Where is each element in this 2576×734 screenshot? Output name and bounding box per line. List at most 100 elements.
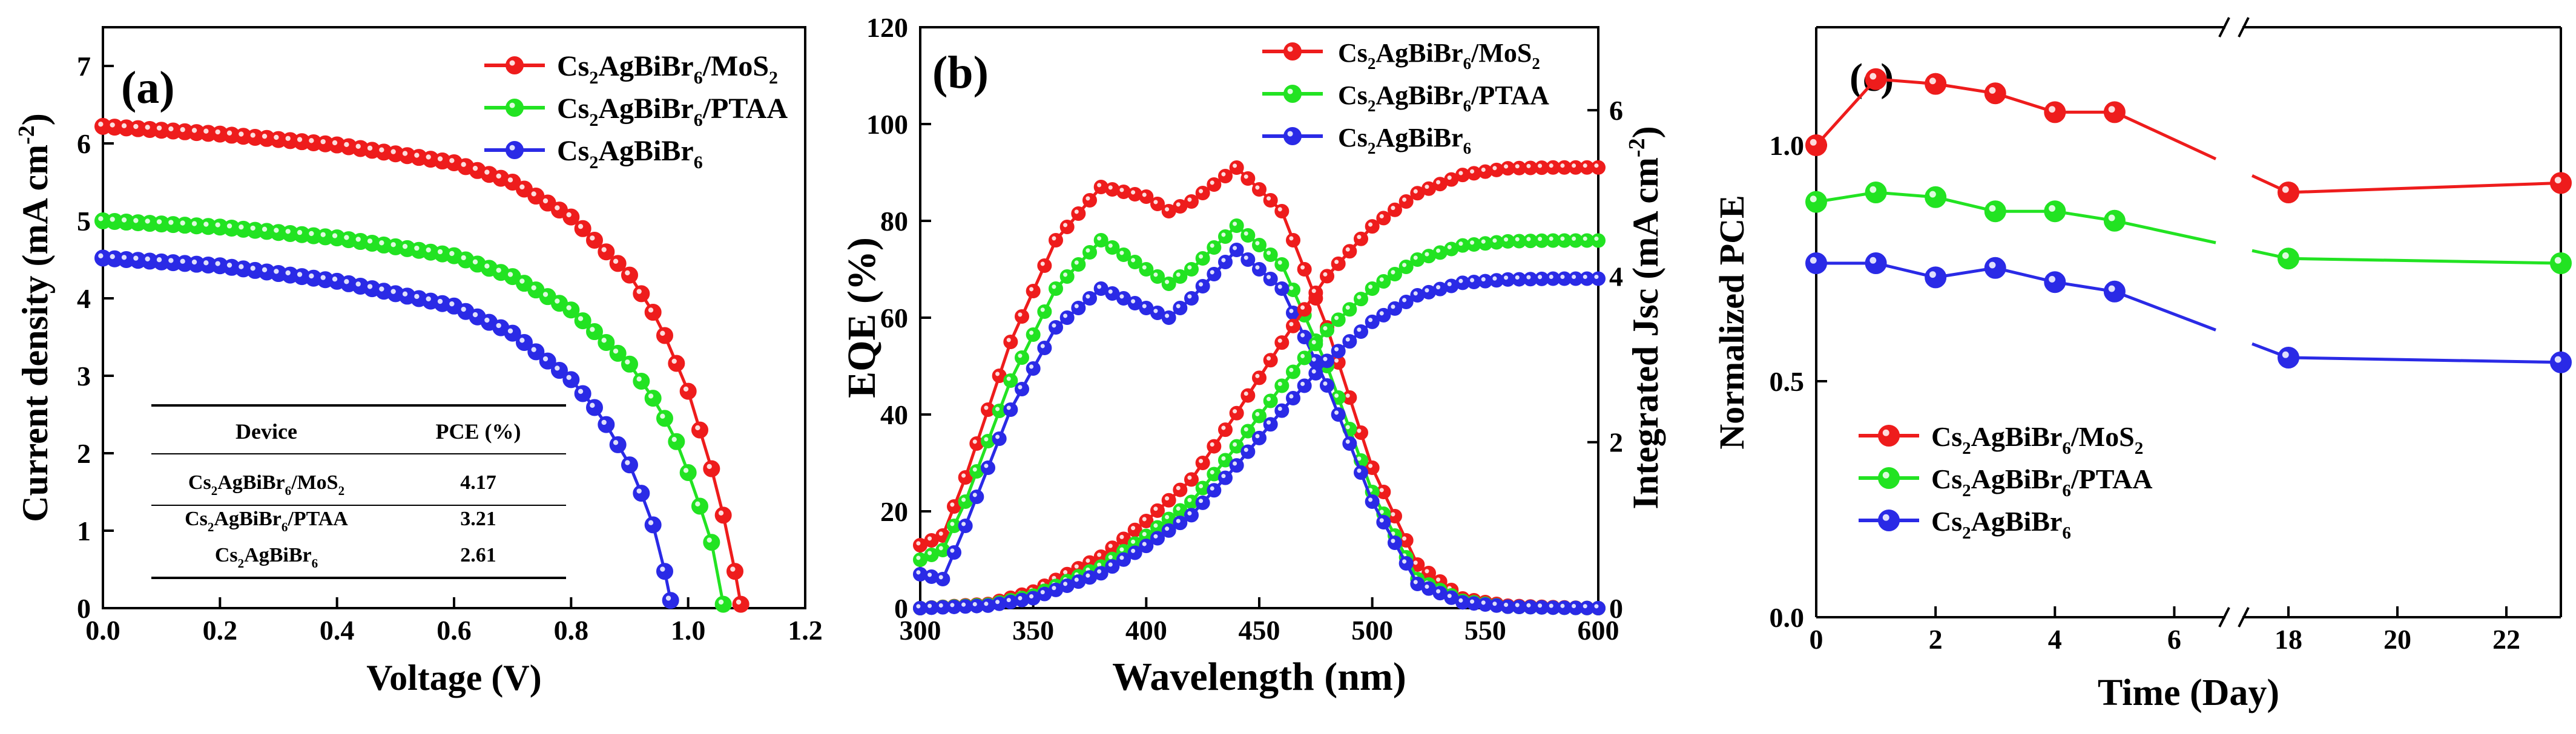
formula-sub: 6 [694, 110, 703, 130]
data-point-mos2-left-highlight [1187, 197, 1192, 202]
data-point-ptaa-left-highlight [1255, 241, 1260, 246]
formula-cs: Cs [1338, 80, 1368, 110]
data-point-bare-left [1026, 361, 1041, 376]
data-point-mos2-right-highlight [1244, 391, 1248, 396]
formula-agbibr: AgBiBr [217, 471, 285, 494]
data-point-ptaa-left-highlight [1052, 284, 1056, 289]
y2-tick-label: 4 [1609, 261, 1623, 292]
data-point-bare-right [1150, 531, 1165, 546]
data-point-bare [2103, 280, 2126, 303]
data-point-bare [662, 592, 679, 609]
data-point-mos2-left-highlight [1267, 196, 1271, 201]
legend-marker-mos2-highlight [1287, 46, 1293, 52]
data-point-mos2-right-highlight [1334, 260, 1339, 264]
data-point-bare-right-highlight [916, 604, 921, 609]
data-point-mos2-right-highlight [1515, 164, 1520, 169]
data-point-mos2-highlight [226, 130, 232, 136]
data-point-bare-left [1229, 243, 1244, 257]
legend-marker-mos2 [1878, 425, 1900, 447]
data-point-ptaa [2044, 200, 2066, 223]
data-point-mos2-highlight [110, 122, 115, 128]
data-point-bare-right-highlight [1560, 274, 1565, 279]
formula-sub: 2 [1962, 481, 1971, 500]
data-point-mos2-right-highlight [1165, 496, 1170, 501]
data-point-ptaa-left-highlight [1187, 265, 1192, 270]
data-point-bare-left-highlight [1515, 603, 1520, 608]
data-point-bare-left-highlight [1277, 284, 1282, 289]
data-point-ptaa-left [1037, 304, 1052, 319]
data-point-bare-left-highlight [916, 570, 921, 575]
data-point-ptaa-highlight [578, 316, 584, 321]
x-tick-label: 1.0 [671, 615, 706, 646]
data-point-bare-left-highlight [1052, 323, 1056, 328]
data-point-mos2-highlight [320, 139, 326, 145]
data-point-bare-right-highlight [1458, 278, 1463, 283]
data-point-bare-right [1274, 403, 1290, 418]
data-point-bare-highlight [461, 306, 466, 312]
data-point-mos2-right-highlight [1097, 552, 1102, 557]
data-point-mos2-left-highlight [1142, 192, 1147, 197]
data-point-bare-right-highlight [1119, 555, 1124, 560]
data-point-ptaa-right-highlight [1425, 252, 1429, 257]
data-point-mos2-right-highlight [1345, 247, 1350, 252]
data-point-bare-left-highlight [1425, 585, 1429, 589]
data-point-ptaa-highlight [718, 599, 724, 605]
data-point-ptaa-highlight [133, 218, 139, 223]
data-point-mos2-highlight [519, 184, 525, 190]
data-point-bare-left [1263, 272, 1278, 286]
y-tick-label: 20 [880, 496, 908, 527]
data-point-bare-right-highlight [1549, 274, 1553, 279]
data-point-bare-left [1003, 402, 1018, 417]
data-point-bare-left-highlight [1470, 599, 1475, 604]
data-point-ptaa-left-highlight [995, 407, 1000, 411]
data-point-ptaa [621, 355, 638, 373]
formula-agbibr: AgBiBr [598, 135, 693, 167]
data-point-mos2-highlight [2049, 106, 2055, 113]
data-point-bare [586, 399, 603, 416]
data-point-bare-left-highlight [1402, 559, 1407, 564]
data-point-bare-highlight [2049, 276, 2055, 283]
data-point-mos2-highlight [590, 235, 595, 241]
data-point-ptaa-right-highlight [1345, 305, 1350, 310]
formula-sub: 2 [1532, 54, 1540, 73]
data-point-ptaa-right-highlight [1255, 411, 1260, 416]
data-point-bare-left [1218, 255, 1233, 269]
data-point-mos2-right [1354, 231, 1368, 246]
data-point-bare-left [1376, 515, 1391, 529]
data-point-ptaa-left-highlight [1108, 243, 1113, 248]
data-point-bare-right-highlight [1085, 573, 1090, 578]
data-point-ptaa-right-highlight [1538, 237, 1543, 241]
formula-layer: /PTAA [287, 508, 348, 530]
y-axis-label: Normalized PCE [1712, 195, 1751, 449]
data-point-ptaa-right-highlight [1199, 483, 1204, 488]
data-point-mos2 [562, 208, 580, 226]
legend-label-bare: Cs2AgBiBr6 [1338, 123, 1471, 157]
legend-marker-ptaa-highlight [509, 102, 515, 108]
data-point-bare-highlight [590, 402, 595, 408]
data-point-ptaa-highlight [2282, 252, 2289, 259]
data-point-mos2-right-highlight [1289, 322, 1294, 327]
y2-axis-label-close: ) [1626, 126, 1665, 138]
data-point-ptaa-left [1195, 251, 1210, 266]
data-point-bare [656, 563, 673, 580]
data-point-bare-left-highlight [1108, 289, 1113, 294]
data-point-mos2-left-highlight [1018, 312, 1023, 317]
data-point-ptaa-highlight [168, 220, 174, 225]
data-point-ptaa-left-highlight [1131, 258, 1136, 263]
data-point-mos2-right [1184, 472, 1199, 487]
data-point-bare-right [1195, 495, 1210, 510]
x-tick-label: 500 [1351, 615, 1393, 646]
x-axis-label: Wavelength (nm) [1112, 655, 1406, 699]
data-point-bare-highlight [2108, 285, 2115, 292]
data-point-bare-left [969, 490, 984, 504]
data-point-bare-right-highlight [1515, 275, 1520, 280]
data-point-bare-right-highlight [1131, 548, 1136, 553]
data-point-mos2-left-highlight [916, 541, 921, 546]
data-point-ptaa [2278, 247, 2299, 270]
data-point-bare-right [1263, 417, 1278, 432]
data-point-bare-left [1015, 382, 1029, 396]
data-point-ptaa-left-highlight [1153, 272, 1158, 277]
data-point-bare-left-highlight [1244, 255, 1248, 260]
